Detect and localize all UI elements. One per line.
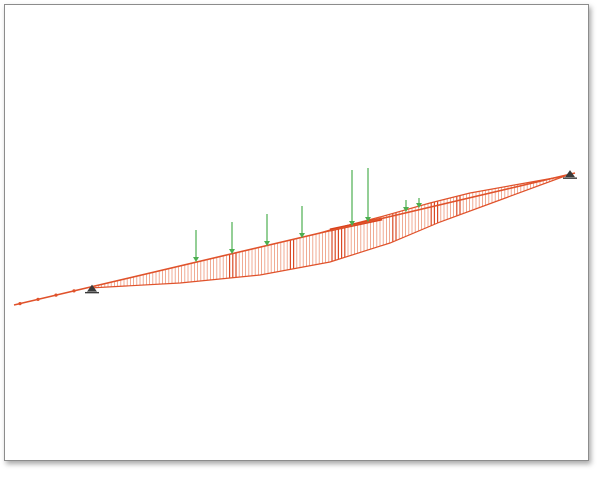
load-head <box>229 249 235 254</box>
diagram-frame <box>4 4 589 461</box>
load-head <box>193 257 199 262</box>
load-arrow-icon <box>193 230 199 262</box>
load-arrow-icon <box>264 214 270 246</box>
load-head <box>403 207 409 212</box>
load-arrow-icon <box>416 198 422 208</box>
node-marker <box>18 301 22 306</box>
pin-triangle <box>87 284 97 292</box>
load-head <box>365 217 371 222</box>
load-arrow-icon <box>229 222 235 254</box>
load-arrow-icon <box>299 206 305 238</box>
pin-support-icon <box>563 170 577 179</box>
pin-triangle <box>565 170 575 178</box>
load-arrow-icon <box>365 168 371 222</box>
pin-support-icon <box>85 284 99 294</box>
supports <box>85 170 577 294</box>
node-marker <box>54 293 58 297</box>
node-marker <box>36 297 40 301</box>
load-head <box>416 203 422 208</box>
node-marker <box>72 289 76 293</box>
beam-member <box>13 172 576 306</box>
load-arrow-icon <box>349 170 355 226</box>
moment-diagram-hatching <box>94 177 557 288</box>
point-loads <box>193 168 422 262</box>
lower-outline <box>89 175 566 289</box>
load-head <box>349 221 355 226</box>
load-head <box>299 233 305 238</box>
load-head <box>264 241 270 246</box>
beam-line <box>13 172 576 306</box>
load-arrow-icon <box>403 200 409 212</box>
